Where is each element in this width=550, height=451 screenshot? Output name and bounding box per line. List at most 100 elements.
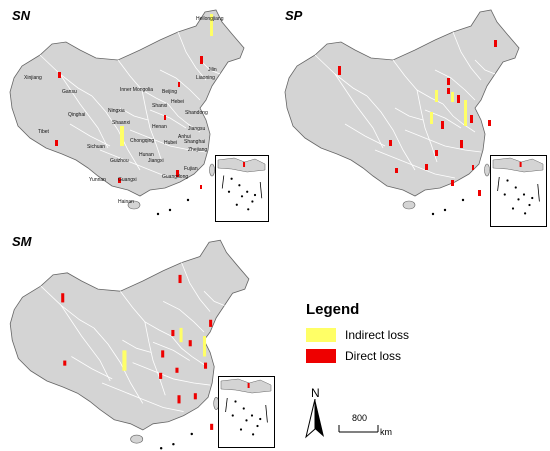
indirect-loss-marker xyxy=(120,126,124,146)
province-label: Zhejiang xyxy=(188,147,208,153)
panel-label-sp: SP xyxy=(285,8,303,23)
island-mark xyxy=(524,212,527,215)
direct-loss-swatch xyxy=(306,349,336,363)
island-mark xyxy=(251,200,254,203)
province-border xyxy=(60,305,111,382)
direct-loss-marker xyxy=(164,115,166,120)
province-border xyxy=(177,31,207,81)
province-border xyxy=(452,31,482,81)
indirect-loss-marker xyxy=(451,92,454,102)
province-border xyxy=(71,356,113,380)
direct-loss-marker xyxy=(193,393,197,400)
province-border xyxy=(141,89,163,163)
dashed-line xyxy=(497,176,500,192)
direct-loss-label: Direct loss xyxy=(345,349,402,363)
province-label: Tibet xyxy=(38,129,49,135)
indirect-loss-label: Indirect loss xyxy=(345,328,410,342)
island-mark xyxy=(234,400,237,403)
direct-loss-marker xyxy=(441,121,444,129)
island-mark xyxy=(186,198,190,202)
province-label: Liaoning xyxy=(196,75,215,81)
taiwan-island xyxy=(484,163,490,177)
province-border xyxy=(199,59,221,75)
province-border xyxy=(119,107,149,121)
direct-loss-marker xyxy=(457,95,460,103)
island-mark xyxy=(503,193,506,196)
china-outline xyxy=(9,9,245,197)
province-label: Jiangxi xyxy=(148,158,164,164)
inset-map-sp xyxy=(492,157,544,215)
province-label: Henan xyxy=(152,124,167,130)
direct-loss-marker xyxy=(159,372,163,379)
province-label: Guangdong xyxy=(162,174,189,180)
dashed-line xyxy=(221,175,225,189)
direct-loss-marker xyxy=(175,367,179,373)
province-border xyxy=(93,327,144,404)
direct-loss-marker xyxy=(178,274,182,284)
inset-map-sn xyxy=(217,157,266,211)
province-border xyxy=(101,382,184,412)
province-label: Fujian xyxy=(184,166,198,172)
island-mark xyxy=(522,193,526,196)
island-mark xyxy=(431,212,435,216)
china-outline xyxy=(284,9,520,197)
indirect-loss-marker xyxy=(202,336,207,357)
province-label: Heilongjiang xyxy=(196,16,224,22)
dashed-line xyxy=(225,397,228,413)
dashed-line xyxy=(265,404,268,423)
direct-loss-marker xyxy=(447,88,450,94)
province-border xyxy=(442,103,476,133)
direct-loss-marker xyxy=(171,329,175,337)
province-label: Hainan xyxy=(118,199,134,205)
province-label: Chongqing xyxy=(130,138,155,144)
province-border xyxy=(366,95,416,171)
province-label: Shanxi xyxy=(152,103,168,109)
direct-loss-marker xyxy=(478,190,481,196)
province-border xyxy=(203,290,225,306)
map-panel-sn: SN Heilongjiang Jilin Liaoning Xinjiang Gans… xyxy=(0,0,270,225)
taiwan-island xyxy=(209,163,215,177)
province-label: Beijing xyxy=(162,89,178,95)
province-border xyxy=(91,95,141,171)
island-mark xyxy=(235,203,238,206)
island-mark xyxy=(159,447,163,450)
province-border xyxy=(314,54,368,97)
direct-loss-marker xyxy=(435,150,438,156)
province-label: Xinjiang xyxy=(24,75,42,81)
china-map-sn xyxy=(9,9,245,216)
province-border xyxy=(132,362,211,386)
island-mark xyxy=(156,212,160,216)
island-mark xyxy=(531,196,534,200)
province-border xyxy=(374,149,456,179)
island-mark xyxy=(528,203,531,207)
island-mark xyxy=(253,193,257,197)
province-border xyxy=(120,290,172,337)
north-arrow-icon xyxy=(305,399,324,439)
island-mark xyxy=(443,208,447,212)
province-label: Shanghai xyxy=(184,139,206,145)
direct-loss-marker xyxy=(177,395,181,404)
direct-loss-marker xyxy=(488,120,491,126)
scale-bar-unit: km xyxy=(380,427,392,437)
province-label: Sichuan xyxy=(87,144,106,150)
province-border xyxy=(144,321,166,396)
china-landmass xyxy=(9,239,250,450)
hainan-island xyxy=(130,434,144,444)
china-map-sp xyxy=(284,9,520,216)
province-border xyxy=(163,301,205,333)
province-label: Ningxia xyxy=(108,108,125,114)
island-mark xyxy=(231,414,234,417)
province-border xyxy=(99,149,181,179)
direct-loss-marker xyxy=(178,82,180,87)
map-panel-sp: SP xyxy=(275,0,550,227)
island-mark xyxy=(242,407,245,410)
direct-loss-marker xyxy=(460,140,463,148)
island-mark xyxy=(238,184,241,187)
province-border xyxy=(181,262,211,312)
direct-loss-marker xyxy=(451,180,454,186)
island-mark xyxy=(190,432,193,436)
direct-loss-marker xyxy=(210,423,214,430)
island-mark xyxy=(239,428,243,431)
china-landmass xyxy=(9,9,245,216)
direct-loss-marker xyxy=(188,340,192,347)
